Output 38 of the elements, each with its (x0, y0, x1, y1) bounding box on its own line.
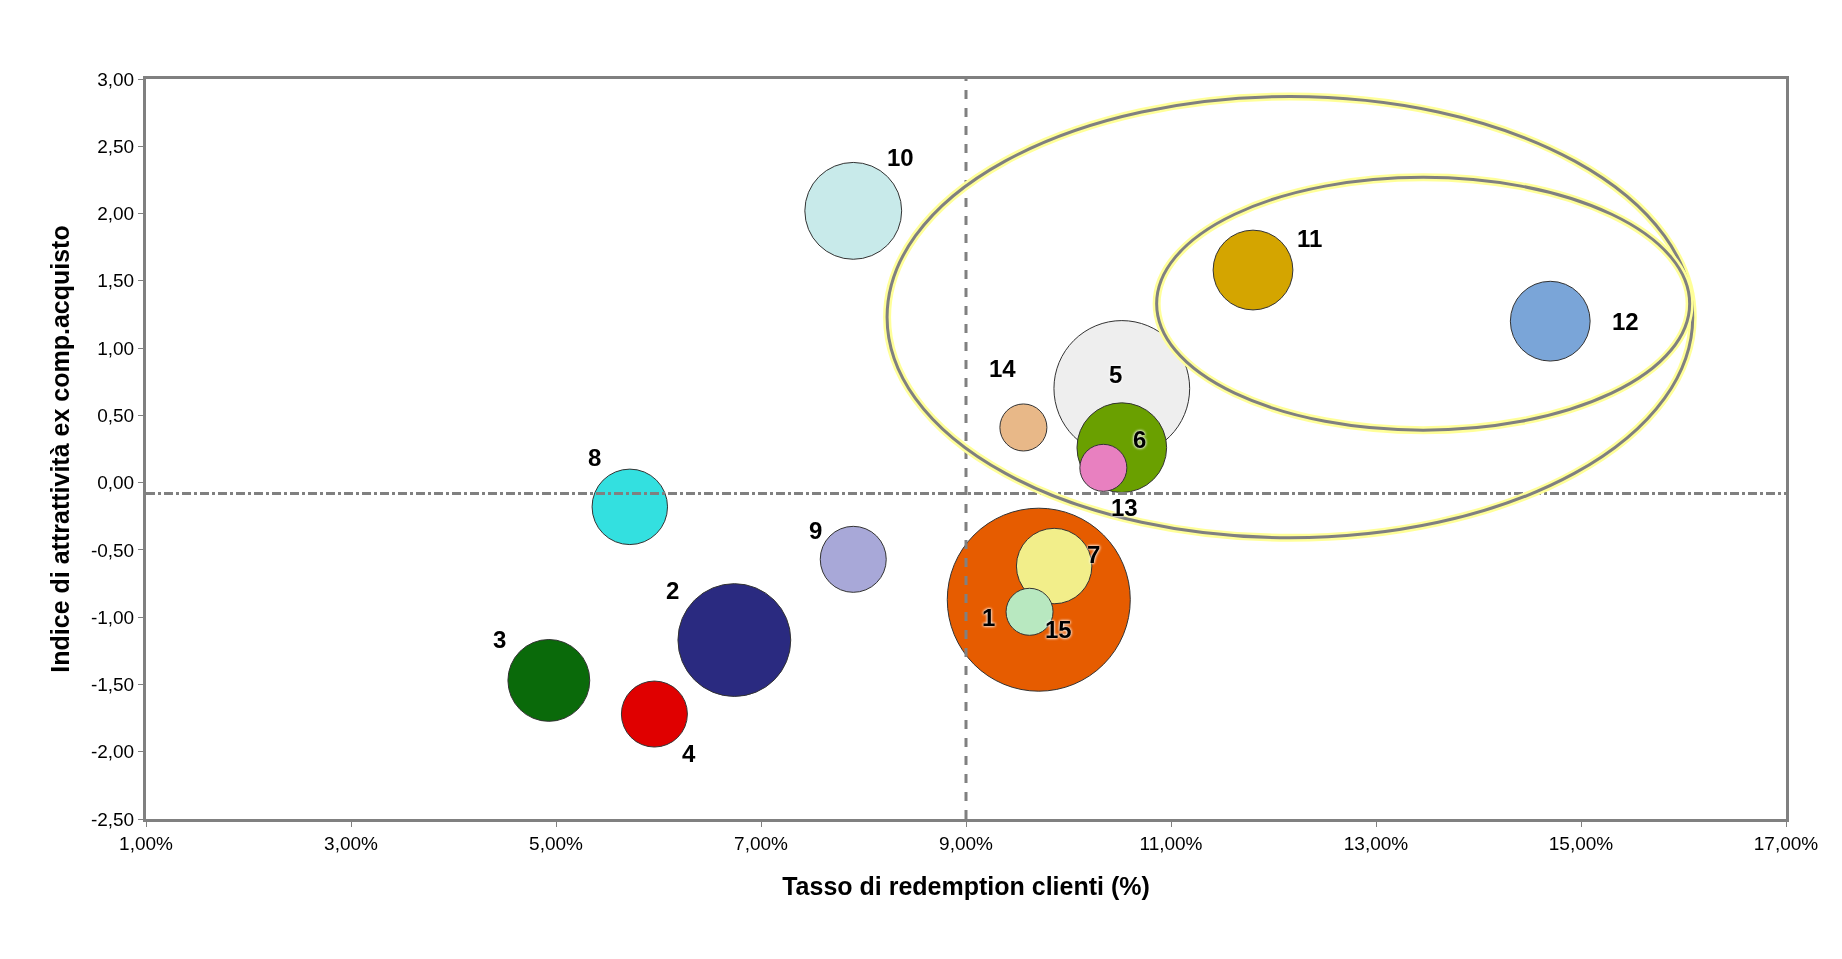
series-label: 13 (1111, 494, 1138, 521)
x-tick-label: 1,00% (119, 832, 174, 854)
y-tick-label: -1,50 (90, 674, 135, 696)
y-tick-label: 3,00 (97, 68, 135, 90)
series-label: 15 (1045, 616, 1072, 643)
y-tick-label: 2,00 (97, 203, 135, 225)
x-tick-label: 5,00% (529, 832, 584, 854)
series-label: 5 (1109, 361, 1123, 388)
series-label: 9 (809, 517, 823, 544)
y-axis-title: Indice di attrattività ex comp.acquisto (45, 225, 74, 673)
x-tick-label: 3,00% (324, 832, 379, 854)
y-tick-label: 0,50 (97, 405, 135, 427)
y-tick-label: -1,00 (90, 606, 135, 628)
series-label: 1 (982, 604, 996, 631)
series-label: 12 (1612, 308, 1639, 335)
series-label: 11 (1297, 225, 1323, 252)
x-tick-label: 17,00% (1753, 832, 1819, 854)
y-tick-label: -0,50 (90, 539, 135, 561)
y-tick-label: -2,00 (90, 741, 135, 763)
series-label: 6 (1133, 426, 1147, 453)
series-label: 4 (682, 740, 696, 767)
y-tick-label: 1,00 (97, 337, 135, 359)
series-label: 10 (887, 144, 914, 171)
x-tick-label: 7,00% (734, 832, 789, 854)
series-label: 3 (493, 626, 507, 653)
series-label: 8 (588, 444, 602, 471)
series-label: 2 (666, 577, 680, 604)
y-tick-label: 2,50 (97, 135, 135, 157)
y-tick-label: 1,50 (97, 270, 135, 292)
y-tick-label: -2,50 (90, 808, 135, 830)
series-label: 14 (989, 355, 1017, 382)
x-tick-label: 13,00% (1343, 832, 1409, 854)
series-label: 7 (1087, 541, 1101, 568)
x-tick-label: 15,00% (1548, 832, 1614, 854)
y-tick-label: 0,00 (97, 472, 135, 494)
x-axis-title: Tasso di redemption clienti (%) (782, 871, 1150, 900)
x-tick-label: 9,00% (939, 832, 994, 854)
x-tick-label: 11,00% (1139, 832, 1203, 854)
